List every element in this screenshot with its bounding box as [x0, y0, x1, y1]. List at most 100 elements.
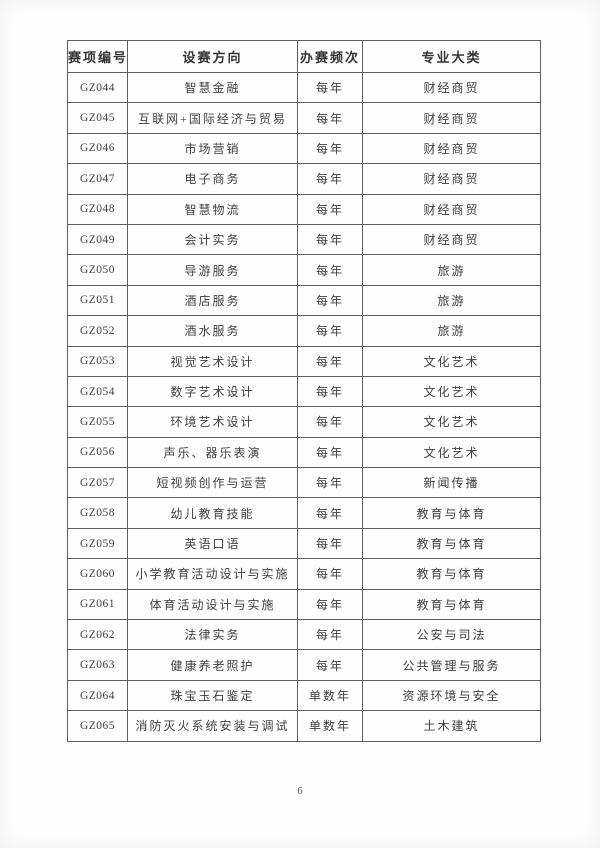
- cell-direction: 数字艺术设计: [127, 375, 298, 408]
- column-header-3: 专业大类: [362, 40, 541, 73]
- cell-code: GZ059: [67, 527, 128, 560]
- column-header-1: 设赛方向: [127, 40, 298, 73]
- cell-direction: 英语口语: [127, 527, 298, 560]
- cell-frequency: 每年: [297, 558, 363, 590]
- cell-category: 财经商贸: [362, 193, 541, 225]
- table-row: GZ049 会计实务 每年 财经商贸: [67, 223, 541, 256]
- table-row: GZ045 互联网+国际经济与贸易 每年 财经商贸: [67, 102, 541, 134]
- cell-frequency: 每年: [297, 619, 363, 651]
- cell-direction: 短视频创作与运营: [127, 467, 298, 499]
- cell-code: GZ050: [67, 254, 128, 286]
- cell-frequency: 单数年: [297, 710, 363, 742]
- cell-frequency: 每年: [297, 467, 363, 499]
- table-row: GZ062 法律实务 每年 公安与司法: [67, 619, 541, 651]
- cell-frequency: 每年: [297, 315, 363, 347]
- table-row: GZ063 健康养老照护 每年 公共管理与服务: [67, 649, 541, 681]
- cell-category: 教育与体育: [362, 558, 541, 590]
- competition-events-table: 赛项编号 设赛方向 办赛频次 专业大类 GZ044 智慧金融 每年 财经商贸 GZ045 互联网…: [67, 40, 541, 742]
- cell-direction: 幼儿教育技能: [127, 497, 298, 529]
- cell-frequency: 每年: [297, 588, 363, 621]
- table-row: GZ047 电子商务 每年 财经商贸: [67, 163, 541, 195]
- cell-category: 文化艺术: [362, 345, 541, 377]
- cell-direction: 声乐、器乐表演: [127, 436, 298, 469]
- cell-category: 财经商贸: [362, 223, 541, 256]
- cell-direction: 环境艺术设计: [127, 406, 298, 438]
- table-row: GZ048 智慧物流 每年 财经商贸: [67, 193, 541, 225]
- cell-code: GZ062: [67, 619, 128, 651]
- cell-code: GZ055: [67, 406, 128, 438]
- cell-frequency: 单数年: [297, 679, 363, 712]
- table-row: GZ046 市场营销 每年 财经商贸: [67, 132, 541, 165]
- table-row: GZ051 酒店服务 每年 旅游: [67, 284, 541, 317]
- cell-frequency: 每年: [297, 345, 363, 377]
- cell-frequency: 每年: [297, 406, 363, 438]
- table-row: GZ061 体育活动设计与实施 每年 教育与体育: [67, 588, 541, 621]
- cell-code: GZ054: [67, 375, 128, 408]
- cell-frequency: 每年: [297, 71, 363, 104]
- cell-direction: 智慧金融: [127, 71, 298, 104]
- cell-code: GZ047: [67, 163, 128, 195]
- table-header-row: 赛项编号 设赛方向 办赛频次 专业大类: [67, 40, 541, 73]
- table-row: GZ050 导游服务 每年 旅游: [67, 254, 541, 286]
- table-row: GZ065 消防灭火系统安装与调试 单数年 土木建筑: [67, 710, 541, 742]
- cell-category: 文化艺术: [362, 406, 541, 438]
- cell-direction: 酒水服务: [127, 315, 298, 347]
- cell-category: 公安与司法: [362, 619, 541, 651]
- cell-category: 新闻传播: [362, 467, 541, 499]
- cell-category: 旅游: [362, 284, 541, 317]
- cell-code: GZ052: [67, 315, 128, 347]
- cell-code: GZ058: [67, 497, 128, 529]
- table-row: GZ052 酒水服务 每年 旅游: [67, 315, 541, 347]
- cell-code: GZ057: [67, 467, 128, 499]
- cell-category: 教育与体育: [362, 527, 541, 560]
- cell-code: GZ044: [67, 71, 128, 104]
- table-row: GZ058 幼儿教育技能 每年 教育与体育: [67, 497, 541, 529]
- cell-direction: 小学教育活动设计与实施: [127, 558, 298, 590]
- cell-code: GZ045: [67, 102, 128, 134]
- cell-category: 财经商贸: [362, 132, 541, 165]
- cell-direction: 法律实务: [127, 619, 298, 651]
- cell-frequency: 每年: [297, 102, 363, 134]
- cell-code: GZ056: [67, 436, 128, 469]
- cell-frequency: 每年: [297, 375, 363, 408]
- table-row: GZ055 环境艺术设计 每年 文化艺术: [67, 406, 541, 438]
- table-row: GZ059 英语口语 每年 教育与体育: [67, 527, 541, 560]
- cell-frequency: 每年: [297, 193, 363, 225]
- cell-direction: 酒店服务: [127, 284, 298, 317]
- cell-frequency: 每年: [297, 163, 363, 195]
- cell-frequency: 每年: [297, 132, 363, 165]
- cell-category: 公共管理与服务: [362, 649, 541, 681]
- cell-frequency: 每年: [297, 527, 363, 560]
- cell-category: 旅游: [362, 315, 541, 347]
- cell-category: 教育与体育: [362, 588, 541, 621]
- page-number: 6: [297, 786, 303, 797]
- cell-direction: 互联网+国际经济与贸易: [127, 102, 298, 134]
- cell-frequency: 每年: [297, 436, 363, 469]
- table-row: GZ057 短视频创作与运营 每年 新闻传播: [67, 467, 541, 499]
- cell-category: 财经商贸: [362, 102, 541, 134]
- cell-code: GZ053: [67, 345, 128, 377]
- table-row: GZ053 视觉艺术设计 每年 文化艺术: [67, 345, 541, 377]
- cell-direction: 电子商务: [127, 163, 298, 195]
- cell-code: GZ048: [67, 193, 128, 225]
- cell-code: GZ046: [67, 132, 128, 165]
- cell-direction: 市场营销: [127, 132, 298, 165]
- cell-code: GZ061: [67, 588, 128, 621]
- table-row: GZ054 数字艺术设计 每年 文化艺术: [67, 375, 541, 408]
- cell-category: 文化艺术: [362, 436, 541, 469]
- table-row: GZ064 珠宝玉石鉴定 单数年 资源环境与安全: [67, 679, 541, 712]
- column-header-0: 赛项编号: [67, 40, 128, 73]
- cell-direction: 体育活动设计与实施: [127, 588, 298, 621]
- cell-category: 文化艺术: [362, 375, 541, 408]
- cell-code: GZ065: [67, 710, 128, 742]
- cell-direction: 健康养老照护: [127, 649, 298, 681]
- cell-code: GZ051: [67, 284, 128, 317]
- cell-frequency: 每年: [297, 497, 363, 529]
- cell-category: 财经商贸: [362, 163, 541, 195]
- cell-category: 旅游: [362, 254, 541, 286]
- cell-direction: 导游服务: [127, 254, 298, 286]
- cell-frequency: 每年: [297, 284, 363, 317]
- table-row: GZ056 声乐、器乐表演 每年 文化艺术: [67, 436, 541, 469]
- cell-category: 资源环境与安全: [362, 679, 541, 712]
- cell-frequency: 每年: [297, 649, 363, 681]
